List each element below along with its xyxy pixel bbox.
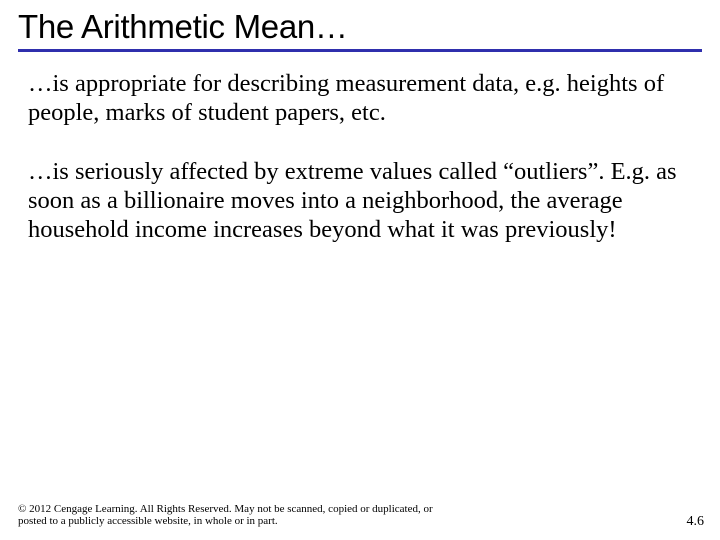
slide-title: The Arithmetic Mean… bbox=[18, 8, 702, 46]
page-number: 4.6 bbox=[687, 514, 705, 530]
title-underline bbox=[18, 49, 702, 52]
body-content: …is appropriate for describing measureme… bbox=[18, 70, 702, 245]
copyright-notice: © 2012 Cengage Learning. All Rights Rese… bbox=[18, 503, 448, 528]
paragraph-appropriate: …is appropriate for describing measureme… bbox=[28, 70, 694, 128]
slide-container: The Arithmetic Mean… …is appropriate for… bbox=[0, 0, 720, 540]
paragraph-outliers: …is seriously affected by extreme values… bbox=[28, 158, 694, 245]
